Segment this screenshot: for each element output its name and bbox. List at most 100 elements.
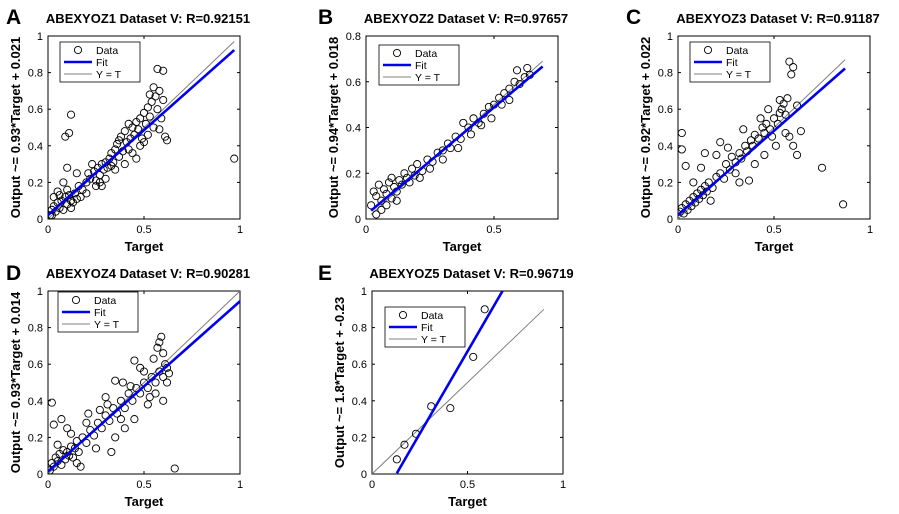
data-point: [149, 83, 158, 92]
y-tick-label: 0.2: [352, 432, 367, 444]
data-point: [377, 205, 386, 214]
legend-yt-label: Y = T: [421, 334, 447, 346]
x-axis-label: Target: [755, 239, 794, 254]
data-point: [74, 447, 83, 457]
x-tick-label: 1: [237, 479, 243, 491]
data-point: [787, 70, 796, 79]
data-point: [839, 200, 848, 209]
data-point: [155, 367, 164, 376]
data-point: [739, 125, 748, 134]
data-point: [72, 169, 81, 178]
legend-data-marker: [71, 295, 81, 305]
chart-title: ABEXYOZ3 Dataset V: R=0.91187: [676, 11, 879, 26]
data-point: [737, 154, 746, 163]
data-point: [88, 160, 97, 169]
y-tick-label: 0.6: [28, 104, 43, 116]
chart-title: ABEXYOZ4 Dataset V: R=0.90281: [46, 266, 250, 281]
data-point: [384, 178, 394, 187]
legend-fit-label: Fit: [421, 322, 433, 334]
x-tick-label: 0: [363, 224, 369, 236]
data-point: [59, 205, 68, 214]
y-tick-label: 1: [37, 286, 43, 298]
data-point: [712, 150, 721, 159]
data-point: [397, 180, 406, 189]
data-point: [762, 119, 771, 128]
data-point: [781, 110, 790, 119]
data-point: [91, 444, 101, 453]
data-point: [63, 185, 72, 194]
y-tick-label: 0.4: [28, 141, 43, 153]
panel-letter: B: [318, 6, 333, 29]
fit-line: [370, 65, 544, 212]
data-point: [134, 125, 143, 134]
y-tick-label: 0.8: [352, 323, 367, 335]
data-point: [454, 144, 463, 153]
panel-letter: C: [626, 6, 641, 29]
data-point: [66, 429, 76, 438]
data-point: [382, 201, 391, 210]
x-tick-label: 0.5: [486, 224, 501, 236]
y-tick-label: 0.2: [658, 177, 673, 189]
data-point: [65, 191, 74, 200]
data-point: [760, 128, 769, 138]
data-point: [764, 105, 773, 114]
plot-content: [367, 60, 544, 219]
legend-data-label: Data: [96, 45, 118, 57]
data-point: [159, 66, 168, 75]
fit-line: [48, 49, 236, 217]
data-point: [505, 84, 514, 93]
data-point: [777, 105, 786, 114]
y-tick-label: 0: [355, 214, 361, 226]
data-point: [466, 130, 476, 139]
data-point: [159, 96, 168, 105]
data-point: [731, 169, 740, 178]
data-point: [510, 77, 519, 86]
data-point: [159, 396, 168, 405]
data-point: [760, 150, 769, 159]
data-point: [170, 464, 179, 473]
data-point: [469, 352, 478, 361]
legend-data-marker: [73, 45, 83, 55]
data-point: [53, 440, 62, 449]
plot-content: [372, 291, 545, 474]
y-tick-label: 0: [37, 469, 43, 481]
data-point: [415, 173, 424, 182]
x-tick-label: 1: [560, 479, 566, 491]
data-point: [477, 121, 486, 130]
data-point: [153, 343, 162, 352]
data-point: [716, 138, 725, 147]
data-point: [689, 178, 698, 187]
y-tick-label: 0.6: [658, 104, 673, 116]
chart-title: ABEXYOZ5 Dataset V: R=0.96719: [369, 266, 573, 281]
legend-fit-label: Fit: [415, 60, 427, 72]
data-point: [155, 125, 164, 134]
data-point: [735, 178, 744, 187]
data-point: [151, 389, 160, 398]
x-tick-label: 0.5: [460, 479, 475, 491]
data-point: [159, 349, 168, 358]
x-axis-label: Target: [125, 494, 164, 509]
data-point: [400, 440, 409, 449]
legend-yt-label: Y = T: [96, 69, 122, 81]
data-point: [379, 185, 388, 194]
data-point: [735, 149, 744, 158]
data-point: [132, 154, 141, 163]
data-point: [147, 97, 156, 106]
y-axis-label: Output ~= 0.92*Target + 0.022: [638, 37, 653, 218]
legend-data-marker: [392, 48, 402, 58]
data-point: [741, 141, 750, 150]
data-point: [796, 127, 805, 136]
data-point: [103, 163, 112, 172]
panel-d: D ABEXYOZ4 Dataset V: R=0.90281 0 0.5 1 0 0.2 0…: [6, 262, 250, 509]
data-point: [107, 161, 116, 170]
y-tick-label: 0.6: [352, 359, 367, 371]
y-tick-label: 0.4: [352, 396, 367, 408]
data-point: [120, 424, 129, 433]
data-point: [783, 94, 792, 103]
data-point: [372, 192, 381, 201]
data-point: [512, 66, 522, 75]
panel-c: C ABEXYOZ3 Dataset V: R=0.91187 0 0.5 1 0 0.2 0…: [626, 6, 880, 254]
